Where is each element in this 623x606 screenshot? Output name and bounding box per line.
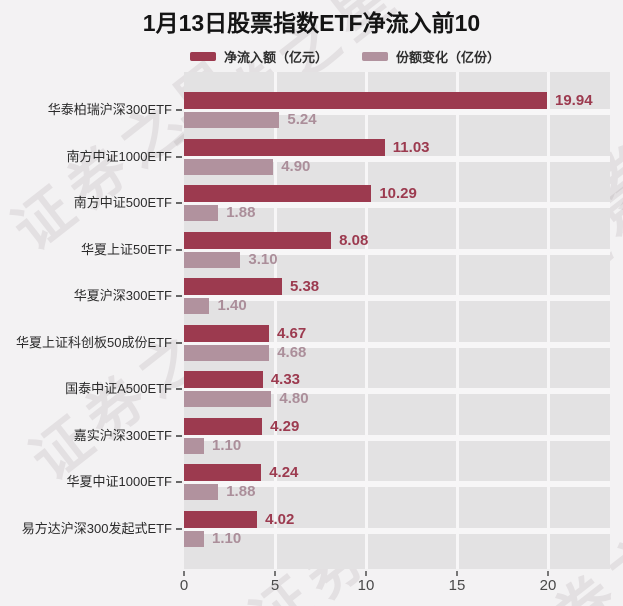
gridline-x-15	[456, 72, 459, 569]
x-tick-mark	[365, 571, 367, 576]
category-label: 国泰中证A500ETF	[65, 381, 172, 397]
bar-share-change	[184, 530, 205, 547]
x-tick-label: 5	[270, 577, 280, 594]
bar-net-inflow	[184, 464, 262, 482]
bar-net-inflow	[184, 417, 263, 435]
x-tick-label: 20	[539, 577, 557, 594]
legend-swatch-net-inflow	[190, 51, 216, 61]
gridline-x-10	[365, 72, 368, 569]
category-tick-mark	[176, 341, 182, 344]
category-tick-mark	[176, 388, 182, 391]
category-label: 华夏沪深300ETF	[73, 288, 172, 304]
row-separator-line	[184, 341, 610, 348]
value-label-share-change: 5.24	[287, 111, 317, 128]
row-separator-line	[184, 202, 610, 209]
value-label-net-inflow: 10.29	[379, 185, 417, 203]
bar-share-change	[184, 484, 219, 501]
x-tick-label: 0	[179, 577, 189, 594]
category-label: 华夏中证1000ETF	[66, 474, 172, 490]
bar-share-change	[184, 205, 219, 222]
value-label-net-inflow: 11.03	[392, 138, 430, 156]
bar-share-change	[184, 112, 280, 128]
x-tick-label: 15	[448, 577, 466, 594]
bar-net-inflow	[184, 92, 547, 109]
bar-net-inflow	[184, 278, 282, 296]
legend-label-share-change: 份额变化（亿份）	[396, 49, 501, 65]
row-separator-line	[184, 481, 610, 488]
legend-label-net-inflow: 净流入额（亿元）	[224, 49, 329, 65]
row-separator-line	[184, 527, 610, 534]
value-label-net-inflow: 19.94	[555, 92, 593, 109]
category-label: 华泰柏瑞沪深300ETF	[47, 102, 172, 117]
legend-item-net-inflow: 净流入额（亿元）	[190, 47, 328, 66]
row-separator-line	[184, 109, 610, 115]
legend-swatch-share-change	[362, 51, 389, 61]
row-separator-line	[184, 295, 610, 302]
row-separator-line	[184, 248, 610, 255]
x-tick-mark	[547, 571, 549, 576]
value-label-net-inflow: 4.33	[270, 371, 301, 389]
value-label-net-inflow: 4.24	[269, 464, 299, 482]
bar-net-inflow	[184, 510, 258, 528]
bar-share-change	[184, 298, 210, 315]
category-label: 嘉实沪深300ETF	[73, 427, 172, 443]
category-label: 华夏上证50ETF	[80, 241, 172, 257]
value-label-net-inflow: 4.02	[265, 510, 295, 528]
category-tick-mark	[176, 527, 182, 530]
value-label-net-inflow: 8.08	[339, 231, 369, 249]
chart-legend: 净流入额（亿元） 份额变化（亿份）	[190, 47, 500, 65]
category-tick-mark	[176, 295, 182, 298]
value-label-net-inflow: 4.67	[277, 324, 307, 342]
category-tick-mark	[176, 202, 182, 205]
category-tick-mark	[176, 109, 182, 111]
value-label-share-change: 4.80	[279, 390, 309, 408]
category-label: 南方中证1000ETF	[66, 148, 172, 164]
value-label-share-change: 4.68	[277, 343, 307, 361]
bar-share-change	[184, 344, 270, 361]
x-tick-mark	[456, 571, 458, 576]
x-tick-mark	[274, 571, 276, 576]
value-label-share-change: 3.10	[248, 250, 278, 268]
category-label: 南方中证500ETF	[73, 195, 172, 211]
bar-net-inflow	[184, 371, 263, 389]
x-tick-mark	[183, 571, 185, 576]
value-label-net-inflow: 5.38	[289, 278, 320, 296]
gridline-x-20	[547, 72, 550, 569]
gridline-x-5	[274, 72, 277, 569]
category-tick-mark	[176, 434, 182, 437]
row-separator-line	[184, 434, 610, 441]
plot-area: 19.94 5.24 11.03 4.90 10.29 1.88 8.08 3.10 5.38 1…	[184, 72, 610, 569]
category-label: 华夏上证科创板50成份ETF	[15, 334, 172, 350]
bar-net-inflow	[184, 138, 385, 156]
value-label-share-change: 1.88	[226, 483, 256, 501]
bar-share-change	[184, 251, 241, 268]
row-separator-line	[184, 388, 610, 395]
value-label-share-change: 1.10	[212, 436, 242, 454]
bar-net-inflow	[184, 324, 270, 342]
value-label-share-change: 1.10	[212, 529, 242, 547]
x-tick-label: 10	[357, 577, 375, 594]
category-tick-mark	[176, 155, 182, 158]
value-label-share-change: 4.90	[281, 157, 311, 175]
legend-item-share-change: 份额变化（亿份）	[362, 47, 500, 66]
bar-net-inflow	[184, 231, 332, 249]
value-label-net-inflow: 4.29	[270, 417, 300, 435]
category-label: 易方达沪深300发起式ETF	[21, 520, 172, 536]
category-tick-mark	[176, 248, 182, 251]
row-separator-line	[184, 155, 610, 162]
bar-share-change	[184, 391, 272, 408]
value-label-share-change: 1.40	[217, 297, 247, 315]
chart-title: 1月13日股票指数ETF净流入前10	[142, 10, 481, 36]
category-tick-mark	[176, 481, 182, 484]
bar-net-inflow	[184, 185, 372, 203]
bar-share-change	[184, 437, 205, 454]
bar-share-change	[184, 158, 274, 175]
value-label-share-change: 1.88	[226, 204, 256, 222]
